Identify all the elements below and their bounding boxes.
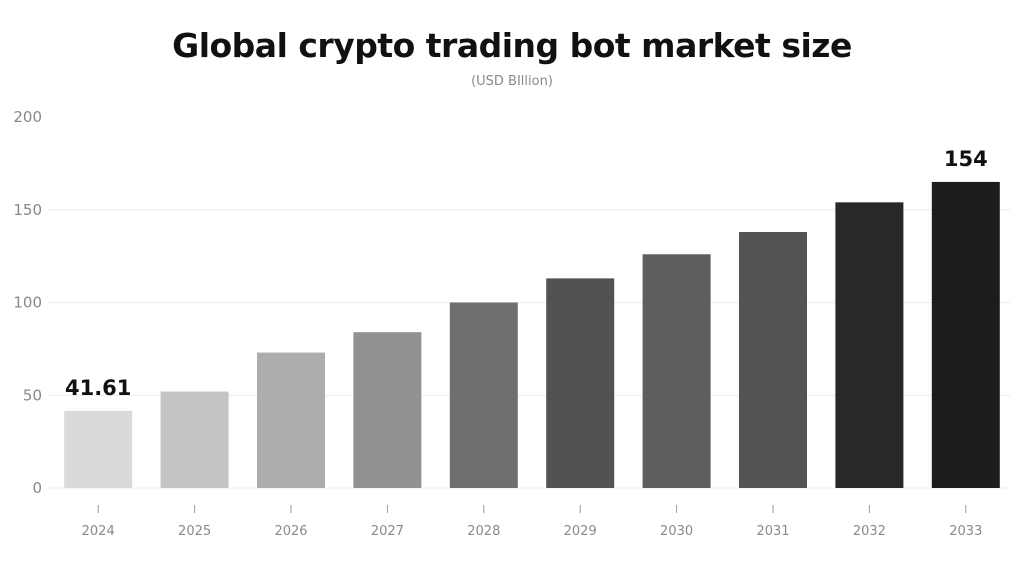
y-tick-label: 0 xyxy=(32,479,42,497)
x-tick-label: 2028 xyxy=(467,524,500,539)
x-tick-label: 2030 xyxy=(660,524,693,539)
bar-2032 xyxy=(835,202,904,488)
bar-2027 xyxy=(353,332,422,488)
bar-2024 xyxy=(64,410,133,488)
data-label: 154 xyxy=(944,147,988,171)
y-tick-label: 200 xyxy=(13,108,42,126)
x-tick-label: 2026 xyxy=(274,524,307,539)
bar-2029 xyxy=(546,278,615,488)
chart-title: Global crypto trading bot market size xyxy=(172,26,852,65)
y-tick-label: 100 xyxy=(13,294,42,312)
data-labels: 41.61 154 xyxy=(65,147,988,400)
chart-subtitle: (USD BIllion) xyxy=(471,74,553,89)
bars xyxy=(64,181,1000,489)
bar-2033 xyxy=(931,181,1000,489)
x-tick-label: 2032 xyxy=(853,524,886,539)
bar-2030 xyxy=(642,254,711,488)
x-axis-ticks: 2024 2025 2026 2027 2028 2029 2030 2031 2032 2033 xyxy=(82,505,982,539)
x-tick-label: 2024 xyxy=(82,524,115,539)
y-axis-ticks: 0 50 100 150 200 xyxy=(13,108,42,497)
x-tick-label: 2027 xyxy=(371,524,404,539)
x-tick-label: 2029 xyxy=(564,524,597,539)
x-tick-label: 2033 xyxy=(949,524,982,539)
bar-2028 xyxy=(449,302,518,488)
bar-2025 xyxy=(160,391,229,488)
data-label: 41.61 xyxy=(65,376,131,400)
y-tick-label: 150 xyxy=(13,201,42,219)
y-tick-label: 50 xyxy=(23,386,42,404)
x-tick-label: 2031 xyxy=(756,524,789,539)
bar-2026 xyxy=(257,352,325,488)
x-tick-label: 2025 xyxy=(178,524,211,539)
bar-2031 xyxy=(739,232,807,488)
